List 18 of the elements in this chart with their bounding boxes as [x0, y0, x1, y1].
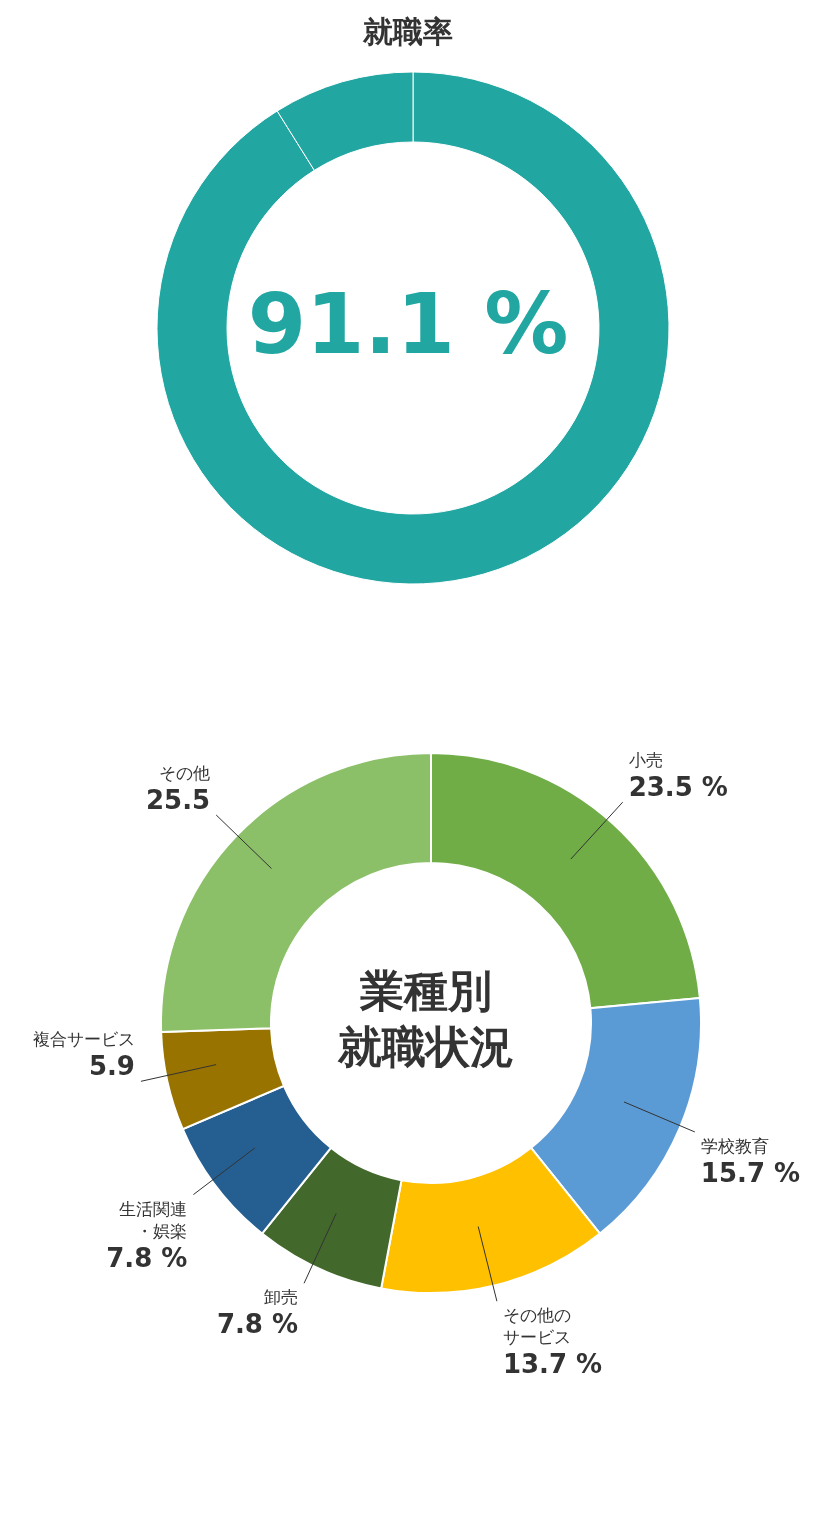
- data-label: 15.7 %: [700, 1157, 801, 1188]
- slice-label: その他: [159, 762, 211, 783]
- slice-label: その他のサービス: [502, 1305, 571, 1348]
- data-label: 7.8 %: [106, 1242, 188, 1273]
- text: 91.1 %: [247, 275, 569, 373]
- slice-label: 学校教育: [700, 1135, 769, 1156]
- donut-slice: [156, 71, 670, 585]
- slice-label: 卸売: [264, 1287, 299, 1308]
- slice-label: 小売: [628, 750, 663, 771]
- slice-label: 生活関連・娯楽: [119, 1198, 188, 1241]
- slice-label: 複合サービス: [32, 1029, 135, 1050]
- text: 業種別就職状況: [337, 965, 514, 1072]
- data-label: 7.8 %: [216, 1309, 299, 1340]
- chart-title: 就職率: [362, 14, 453, 49]
- data-label: 23.5 %: [628, 772, 728, 803]
- data-label: 5.9: [88, 1051, 135, 1082]
- data-label: 25.5: [145, 784, 211, 815]
- data-label: 13.7 %: [502, 1349, 603, 1380]
